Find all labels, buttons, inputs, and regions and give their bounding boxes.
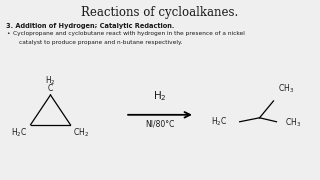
Text: •: •	[6, 31, 9, 37]
Text: CH$_3$: CH$_3$	[285, 116, 302, 129]
Text: NI/80°C: NI/80°C	[145, 120, 175, 129]
Text: Reactions of cycloalkanes.: Reactions of cycloalkanes.	[81, 6, 239, 19]
Text: CH$_2$: CH$_2$	[73, 127, 89, 139]
Text: C: C	[48, 84, 53, 93]
Text: 3. Addition of Hydrogen; Catalytic Redaction.: 3. Addition of Hydrogen; Catalytic Redac…	[6, 22, 174, 28]
Text: H$_2$C: H$_2$C	[212, 116, 228, 128]
Text: H$_2$: H$_2$	[153, 89, 167, 103]
Text: CH$_3$: CH$_3$	[278, 82, 295, 95]
Text: H$_2$C: H$_2$C	[11, 127, 28, 139]
Text: H$_2$: H$_2$	[45, 75, 56, 87]
Text: Cyclopropane and cyclobutane react with hydrogen in the presence of a nickel: Cyclopropane and cyclobutane react with …	[13, 31, 244, 37]
Text: catalyst to produce propane and n-butane respectively.: catalyst to produce propane and n-butane…	[19, 40, 182, 45]
